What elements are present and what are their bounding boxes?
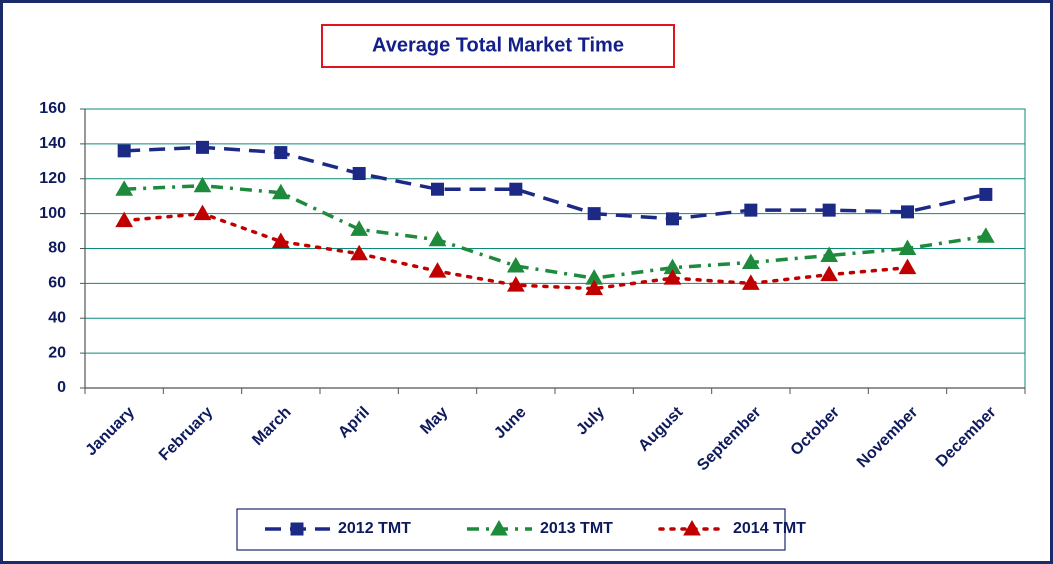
marker [115, 180, 134, 196]
legend-marker [290, 522, 304, 536]
marker [898, 239, 917, 255]
marker [431, 182, 444, 196]
marker [663, 269, 682, 285]
chart-title: Average Total Market Time [372, 34, 624, 56]
marker [271, 183, 290, 200]
marker [115, 211, 134, 228]
marker [741, 274, 760, 290]
legend-marker [683, 519, 701, 536]
marker [506, 276, 525, 292]
marker [587, 207, 601, 221]
marker [976, 227, 995, 243]
marker [901, 205, 914, 219]
marker [506, 256, 525, 273]
y-tick-label: 20 [48, 344, 66, 361]
legend-label: 2014 TMT [733, 520, 806, 537]
y-tick-label: 160 [39, 100, 66, 117]
marker [820, 246, 839, 262]
title-box [321, 24, 675, 68]
y-tick-label: 140 [39, 135, 66, 152]
legend-label: 2013 TMT [540, 520, 613, 537]
marker [509, 182, 523, 196]
marker [744, 203, 758, 217]
marker [666, 212, 679, 226]
y-tick-label: 120 [39, 170, 66, 187]
marker [271, 232, 290, 249]
y-tick-label: 80 [48, 240, 66, 257]
y-tick-label: 0 [57, 379, 66, 396]
marker [979, 187, 993, 201]
y-tick-label: 60 [48, 275, 66, 292]
marker [820, 265, 839, 282]
series-line [124, 145, 987, 221]
marker [196, 140, 209, 154]
marker [822, 203, 836, 217]
marker [585, 279, 604, 296]
marker [193, 204, 212, 221]
legend-label: 2012 TMT [338, 520, 411, 537]
marker [350, 220, 369, 236]
series-line [122, 211, 910, 291]
marker [117, 144, 131, 158]
legend-marker [490, 519, 508, 536]
marker [274, 146, 288, 160]
marker [741, 253, 760, 269]
marker [428, 262, 447, 278]
marker [898, 258, 917, 275]
y-tick-label: 40 [48, 309, 66, 326]
marker [193, 176, 212, 193]
marker [428, 230, 447, 247]
marker [350, 244, 369, 261]
series-line [124, 183, 987, 280]
y-tick-label: 100 [39, 205, 66, 222]
marker [352, 167, 366, 181]
